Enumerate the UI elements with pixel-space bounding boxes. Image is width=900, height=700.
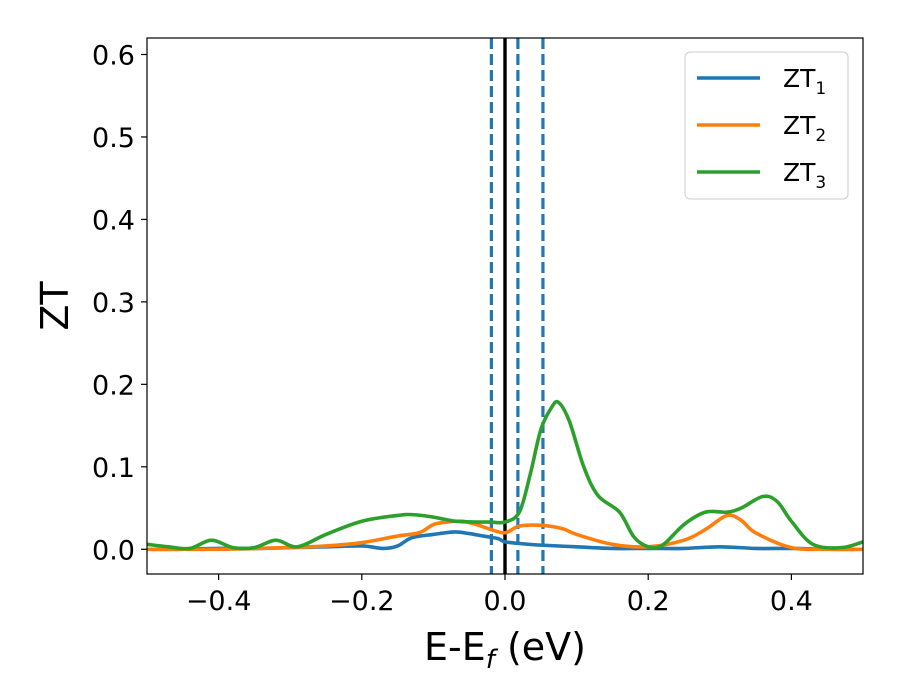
- x-tick-label: 0.0: [484, 586, 527, 617]
- x-tick-label: −0.4: [186, 586, 252, 617]
- x-axis-label-suffix: (eV): [495, 625, 586, 669]
- legend-box: [684, 51, 849, 200]
- y-tick-label: 0.2: [92, 370, 135, 401]
- series-line-zt3: [147, 399, 863, 551]
- y-axis-label: ZT: [33, 281, 77, 331]
- y-tick-label: 0.3: [92, 288, 135, 319]
- x-axis-label: E-Ef (eV): [424, 625, 586, 675]
- series-layer: [147, 399, 863, 552]
- legend-label-zt2: ZT2: [783, 111, 826, 146]
- legend-label-zt3: ZT3: [783, 158, 826, 193]
- y-tick-label: 0.0: [92, 535, 135, 566]
- x-tick-label: −0.2: [329, 586, 395, 617]
- x-axis-label-main: E-E: [424, 625, 486, 669]
- x-axis: −0.4 −0.2 0.0 0.2 0.4: [186, 574, 813, 617]
- y-tick-label: 0.4: [92, 205, 135, 236]
- y-tick-label: 0.1: [92, 453, 135, 484]
- y-tick-label: 0.5: [92, 123, 135, 154]
- legend: ZT1 ZT2 ZT3: [684, 51, 849, 200]
- legend-label-zt1: ZT1: [783, 64, 826, 99]
- x-tick-label: 0.2: [627, 586, 670, 617]
- series-line-zt2: [147, 513, 863, 552]
- reference-lines: [489, 38, 545, 574]
- x-tick-label: 0.4: [770, 586, 813, 617]
- y-tick-label: 0.6: [92, 40, 135, 71]
- y-axis: 0.0 0.1 0.2 0.3 0.4 0.5 0.6: [92, 40, 147, 566]
